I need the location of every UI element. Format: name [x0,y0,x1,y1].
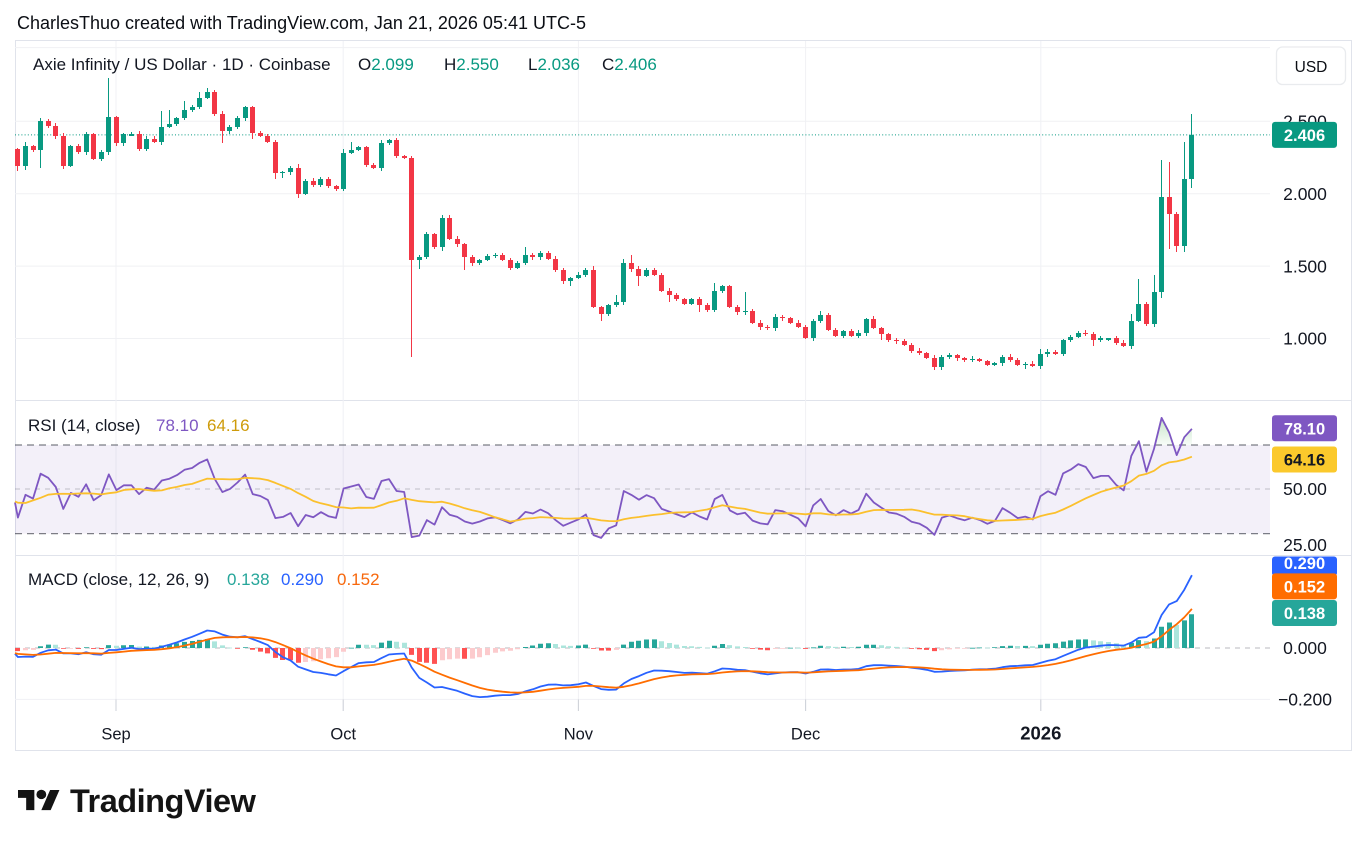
svg-text:RSI (14, close): RSI (14, close) [28,416,140,435]
svg-text:L2.036: L2.036 [528,55,580,74]
svg-text:0.152: 0.152 [337,570,380,589]
svg-text:0.000: 0.000 [1283,638,1327,658]
svg-text:TradingView: TradingView [70,783,257,819]
svg-text:Oct: Oct [330,726,356,744]
svg-text:−0.200: −0.200 [1278,690,1332,710]
svg-text:H2.550: H2.550 [444,55,499,74]
svg-text:2.000: 2.000 [1283,184,1327,204]
svg-text:O2.099: O2.099 [358,55,414,74]
svg-text:0.138: 0.138 [227,570,270,589]
svg-text:50.00: 50.00 [1283,479,1327,499]
svg-text:0.138: 0.138 [1284,605,1325,623]
svg-text:1.500: 1.500 [1283,256,1327,276]
svg-text:64.16: 64.16 [1284,452,1325,470]
svg-text:64.16: 64.16 [207,416,250,435]
svg-text:Nov: Nov [564,726,594,744]
svg-text:C2.406: C2.406 [602,55,657,74]
svg-text:MACD (close, 12, 26, 9): MACD (close, 12, 26, 9) [28,570,209,589]
svg-text:78.10: 78.10 [1284,420,1325,438]
svg-text:0.152: 0.152 [1284,578,1325,596]
svg-text:2.406: 2.406 [1284,127,1325,145]
svg-text:Axie Infinity / US Dollar · 1D: Axie Infinity / US Dollar · 1D · Coinbas… [33,55,331,74]
svg-text:Dec: Dec [791,726,820,744]
svg-text:Sep: Sep [101,726,130,744]
svg-text:0.290: 0.290 [1284,555,1325,573]
svg-text:CharlesThuo created with Tradi: CharlesThuo created with TradingView.com… [17,13,586,33]
svg-text:1.000: 1.000 [1283,329,1327,349]
svg-text:25.00: 25.00 [1283,535,1327,555]
svg-text:2026: 2026 [1020,723,1061,744]
svg-text:0.290: 0.290 [281,570,324,589]
svg-text:78.10: 78.10 [156,416,199,435]
svg-text:USD: USD [1295,59,1328,76]
